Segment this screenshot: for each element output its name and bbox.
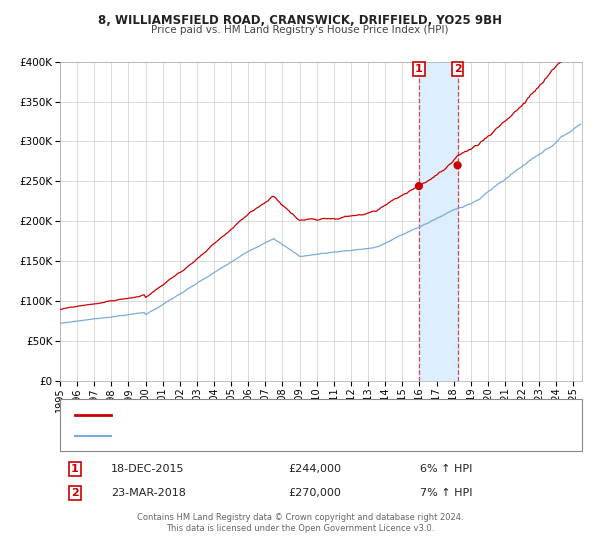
Text: 8, WILLIAMSFIELD ROAD, CRANSWICK, DRIFFIELD, YO25 9BH: 8, WILLIAMSFIELD ROAD, CRANSWICK, DRIFFI… [98, 14, 502, 27]
Text: HPI: Average price, detached house, East Riding of Yorkshire: HPI: Average price, detached house, East… [120, 431, 415, 441]
Text: 2: 2 [71, 488, 79, 498]
Text: 2: 2 [454, 64, 461, 74]
Text: 8, WILLIAMSFIELD ROAD, CRANSWICK, DRIFFIELD, YO25 9BH (detached house): 8, WILLIAMSFIELD ROAD, CRANSWICK, DRIFFI… [120, 410, 506, 420]
Text: This data is licensed under the Open Government Licence v3.0.: This data is licensed under the Open Gov… [166, 524, 434, 533]
Point [414, 181, 424, 190]
Text: £244,000: £244,000 [288, 464, 341, 474]
Text: 1: 1 [415, 64, 423, 74]
Text: 7% ↑ HPI: 7% ↑ HPI [420, 488, 473, 498]
Text: 23-MAR-2018: 23-MAR-2018 [111, 488, 186, 498]
Text: Contains HM Land Registry data © Crown copyright and database right 2024.: Contains HM Land Registry data © Crown c… [137, 513, 463, 522]
Text: £270,000: £270,000 [288, 488, 341, 498]
Text: Price paid vs. HM Land Registry's House Price Index (HPI): Price paid vs. HM Land Registry's House … [151, 25, 449, 35]
Text: 18-DEC-2015: 18-DEC-2015 [111, 464, 185, 474]
Point [453, 161, 463, 170]
Bar [419, 62, 458, 381]
Text: 6% ↑ HPI: 6% ↑ HPI [420, 464, 472, 474]
Text: 1: 1 [71, 464, 79, 474]
